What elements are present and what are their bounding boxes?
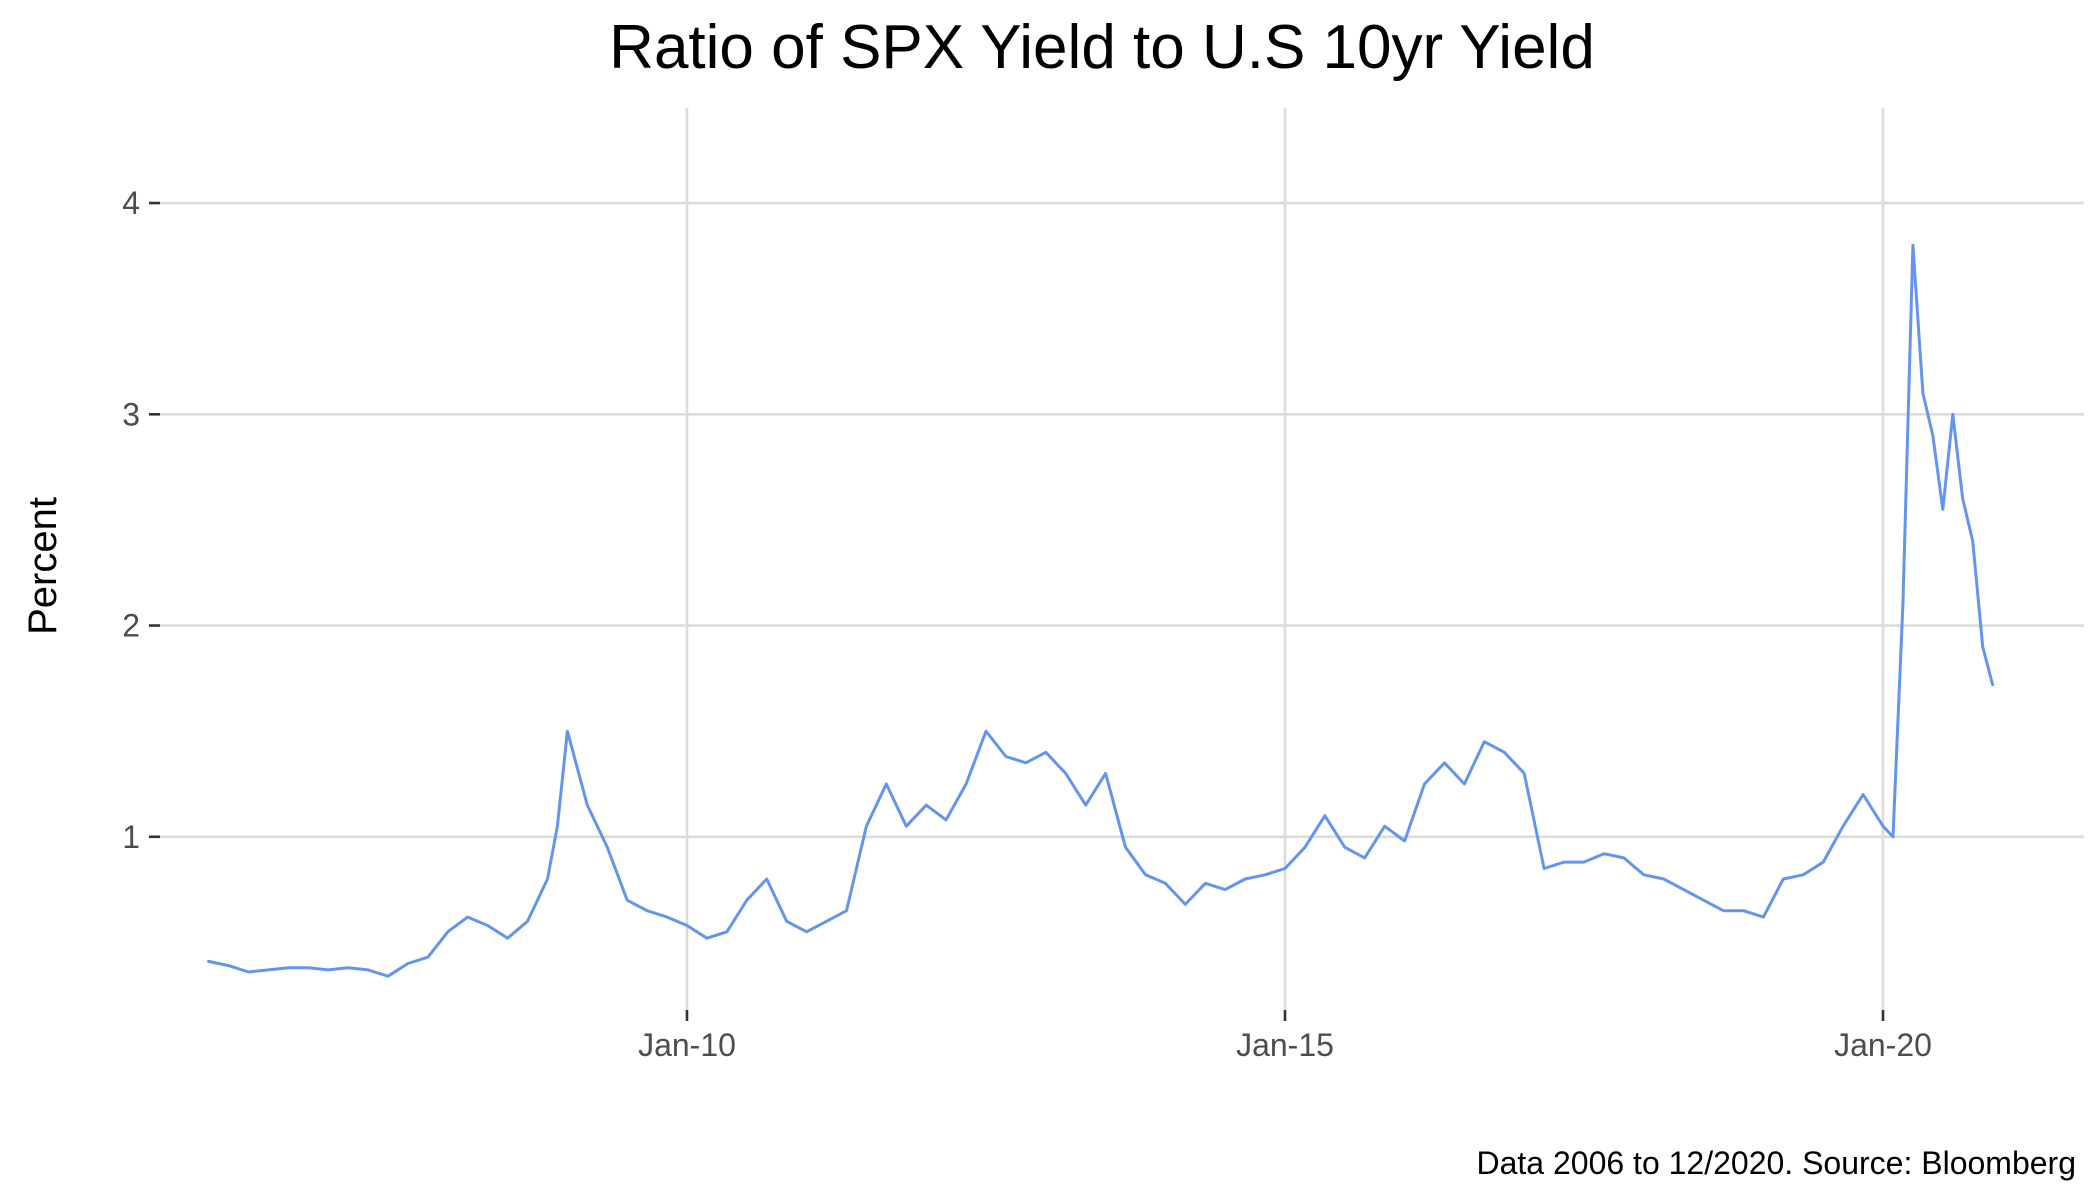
x-tick-label: Jan-15 — [1236, 1027, 1334, 1063]
x-tick-label: Jan-10 — [638, 1027, 736, 1063]
y-tick-label: 3 — [122, 396, 140, 432]
x-axis: Jan-10 Jan-15 Jan-20 — [638, 1010, 1932, 1063]
y-gridlines — [160, 201, 2084, 839]
y-tick-label: 2 — [122, 608, 140, 644]
chart-title: Ratio of SPX Yield to U.S 10yr Yield — [609, 13, 1595, 82]
series-group — [207, 243, 1995, 978]
y-tick-label: 4 — [122, 185, 140, 221]
chart-caption: Data 2006 to 12/2020. Source: Bloomberg — [1476, 1145, 2076, 1181]
y-tick-label: 1 — [122, 819, 140, 855]
x-gridlines — [685, 108, 1885, 1010]
y-axis-label: Percent — [21, 497, 65, 635]
series-line — [207, 243, 1995, 978]
x-tick-label: Jan-20 — [1834, 1027, 1932, 1063]
y-axis: 1 2 3 4 — [122, 185, 160, 855]
